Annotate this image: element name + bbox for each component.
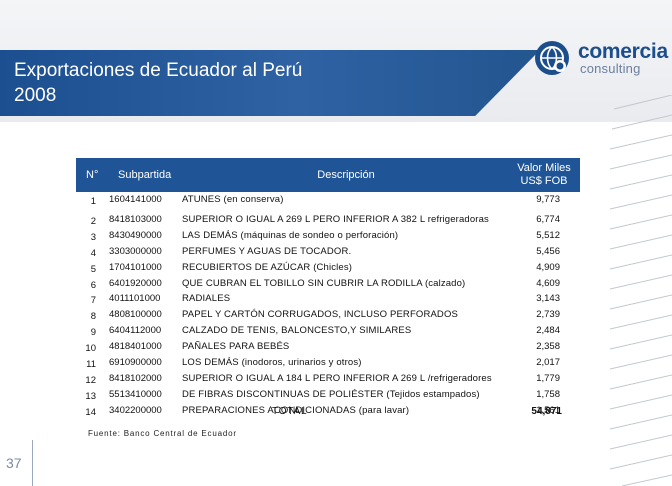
- header-descripcion: Descripción: [317, 169, 375, 181]
- row-descripcion: CALZADO DE TENIS, BALONCESTO,Y SIMILARES: [182, 325, 412, 337]
- row-valor: 4,609: [536, 277, 560, 289]
- row-number: 11: [86, 359, 96, 371]
- header-valor-line1: Valor Miles: [517, 162, 571, 174]
- logo-tagline: consulting: [580, 61, 641, 76]
- row-number: 10: [85, 343, 96, 355]
- table-row: 4 3303000000 PERFUMES Y AGUAS DE TOCADOR…: [76, 244, 580, 260]
- row-valor: 1,758: [536, 388, 560, 400]
- table-body: 1 1604141000 ATUNES (en conserva) 9,773 …: [76, 192, 580, 419]
- row-valor: 2,017: [536, 357, 560, 369]
- slide-title: Exportaciones de Ecuador al Perú 2008: [14, 60, 303, 106]
- page-number: 37: [6, 455, 22, 471]
- row-subpartida: 5513410000: [109, 388, 162, 400]
- row-subpartida: 8430490000: [109, 229, 162, 241]
- row-number: 4: [90, 247, 96, 259]
- decorative-lines: [609, 95, 672, 486]
- row-number: 9: [90, 327, 96, 339]
- row-subpartida: 6401920000: [109, 277, 162, 289]
- table-row: 7 4011101000 RADIALES 3,143: [76, 291, 580, 307]
- total-row: TOTAL 54,871: [76, 406, 580, 420]
- row-subpartida: 3402200000: [109, 404, 162, 416]
- row-subpartida: 3303000000: [109, 245, 162, 257]
- row-number: 6: [90, 279, 96, 291]
- table-row: 10 4818401000 PAÑALES PARA BEBÉS 2,358: [76, 339, 580, 355]
- row-descripcion: DE FIBRAS DISCONTINUAS DE POLIÉSTER (Tej…: [182, 388, 480, 400]
- row-descripcion: PERFUMES Y AGUAS DE TOCADOR.: [182, 245, 352, 257]
- table-row: 2 8418103000 SUPERIOR O IGUAL A 269 L PE…: [76, 212, 580, 228]
- row-number: 7: [90, 295, 96, 307]
- row-valor: 2,358: [536, 341, 560, 353]
- row-number: 14: [85, 406, 96, 418]
- row-number: 3: [90, 231, 96, 243]
- source-note: Fuente: Banco Central de Ecuador: [88, 429, 237, 438]
- row-descripcion: PAÑALES PARA BEBÉS: [182, 341, 290, 353]
- row-descripcion: RECUBIERTOS DE AZÚCAR (Chicles): [182, 261, 353, 273]
- table-row: 8 4808100000 PAPEL Y CARTÓN CORRUGADOS, …: [76, 307, 580, 323]
- total-value: 54,871: [531, 406, 562, 417]
- row-valor: 3,143: [536, 293, 560, 305]
- row-subpartida: 4808100000: [109, 309, 162, 321]
- row-valor: 1,561: [536, 404, 560, 416]
- row-subpartida: 1604141000: [109, 194, 162, 205]
- table-row: 14 3402200000 PREPARACIONES ACONDICIONAD…: [76, 403, 580, 419]
- table-row: 12 8418102000 SUPERIOR O IGUAL A 184 L P…: [76, 371, 580, 387]
- row-subpartida: 8418103000: [109, 214, 162, 225]
- row-number: 12: [85, 374, 96, 386]
- table-row: 9 6404112000 CALZADO DE TENIS, BALONCEST…: [76, 323, 580, 339]
- table-header: N° Subpartida Descripción Valor Miles US…: [76, 158, 580, 192]
- row-descripcion: LAS DEMÁS (máquinas de sondeo o perforac…: [182, 229, 399, 241]
- header-subpartida: Subpartida: [118, 169, 172, 181]
- row-valor: 5,456: [536, 245, 560, 257]
- logo-wordmark: comercia: [578, 40, 668, 63]
- row-descripcion: QUE CUBRAN EL TOBILLO SIN CUBRIR LA RODI…: [182, 277, 466, 289]
- row-descripcion: ATUNES (en conserva): [182, 194, 284, 205]
- row-valor: 2,739: [536, 309, 560, 321]
- row-subpartida: 6404112000: [109, 325, 162, 337]
- globe-icon: [535, 41, 569, 75]
- row-subpartida: 6910900000: [109, 357, 162, 369]
- row-subpartida: 4011101000: [109, 293, 161, 305]
- table-row: 11 6910900000 LOS DEMÁS (inodoros, urina…: [76, 355, 580, 371]
- row-valor: 5,512: [536, 229, 560, 241]
- row-subpartida: 4818401000: [109, 341, 162, 353]
- row-number: 2: [90, 216, 96, 227]
- row-number: 5: [90, 263, 96, 275]
- row-subpartida: 1704101000: [109, 261, 162, 273]
- row-number: 1: [90, 196, 96, 207]
- row-descripcion: SUPERIOR O IGUAL A 269 L PERO INFERIOR A…: [182, 214, 489, 225]
- row-subpartida: 8418102000: [109, 372, 162, 384]
- header-valor: Valor Miles US$ FOB: [500, 158, 588, 192]
- table-row: 6 6401920000 QUE CUBRAN EL TOBILLO SIN C…: [76, 276, 580, 292]
- row-valor: 2,484: [536, 325, 560, 337]
- row-descripcion: SUPERIOR O IGUAL A 184 L PERO INFERIOR A…: [182, 372, 492, 384]
- row-descripcion: PREPARACIONES ACONDICIONADAS (para lavar…: [182, 404, 410, 416]
- row-valor: 1,779: [536, 372, 560, 384]
- table-row: 13 5513410000 DE FIBRAS DISCONTINUAS DE …: [76, 387, 580, 403]
- table-row: 1 1604141000 ATUNES (en conserva) 9,773: [76, 192, 580, 212]
- table-row: 5 1704101000 RECUBIERTOS DE AZÚCAR (Chic…: [76, 260, 580, 276]
- row-valor: 9,773: [536, 194, 560, 205]
- row-valor: 6,774: [536, 214, 560, 225]
- row-number: 8: [90, 311, 96, 323]
- header-number: N°: [86, 169, 99, 181]
- row-valor: 4,909: [536, 261, 560, 273]
- table-row: 3 8430490000 LAS DEMÁS (máquinas de sond…: [76, 228, 580, 244]
- company-logo: comercia consulting: [532, 38, 668, 78]
- row-number: 13: [85, 390, 96, 402]
- header-valor-line2: US$ FOB: [520, 175, 568, 187]
- row-descripcion: RADIALES: [182, 293, 231, 305]
- total-label: TOTAL: [272, 406, 308, 417]
- page-number-divider: [32, 440, 33, 486]
- title-band: [0, 50, 540, 116]
- row-descripcion: PAPEL Y CARTÓN CORRUGADOS, INCLUSO PERFO…: [182, 309, 458, 321]
- row-descripcion: LOS DEMÁS (inodoros, urinarios y otros): [182, 357, 362, 369]
